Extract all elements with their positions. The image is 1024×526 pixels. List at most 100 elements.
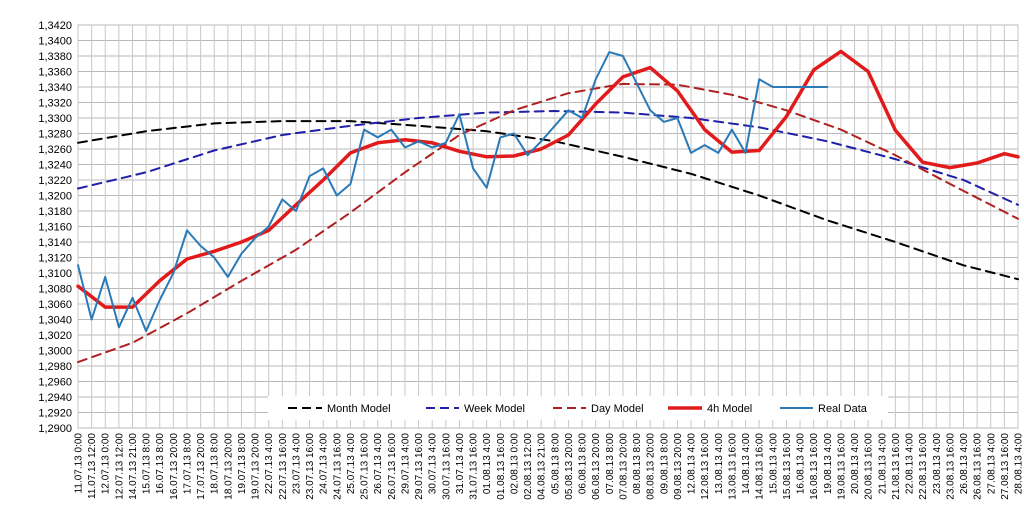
- legend-label-day-model: Day Model: [591, 403, 644, 415]
- x-tick-label: 16.08.13 4:00: [796, 433, 807, 495]
- x-tick-label: 18.07.13 20:00: [223, 433, 234, 500]
- y-tick-label: 1,3200: [38, 191, 72, 203]
- y-tick-label: 1,2900: [38, 423, 72, 435]
- x-tick-label: 04.08.13 21:00: [537, 433, 548, 500]
- x-tick-label: 01.08.13 4:00: [482, 433, 493, 495]
- x-tick-label: 26.08.13 16:00: [973, 433, 984, 500]
- y-tick-label: 1,2960: [38, 377, 72, 389]
- x-tick-label: 08.08.13 20:00: [646, 433, 657, 500]
- x-tick-label: 16.07.13 8:00: [155, 433, 166, 495]
- x-tick-label: 19.07.13 8:00: [237, 433, 248, 495]
- x-tick-label: 23.08.13 16:00: [945, 433, 956, 500]
- x-tick-label: 22.07.13 4:00: [264, 433, 275, 495]
- series-line-real-data: [77, 51, 829, 333]
- x-tick-label: 12.07.13 12:00: [114, 433, 125, 500]
- x-tick-label: 19.07.13 20:00: [251, 433, 262, 500]
- x-tick-label: 06.08.13 8:00: [578, 433, 589, 495]
- y-tick-label: 1,3280: [38, 129, 72, 141]
- x-tick-label: 23.08.13 4:00: [932, 433, 943, 495]
- grid: [77, 24, 1019, 429]
- x-tick-label: 23.07.13 4:00: [291, 433, 302, 495]
- legend-label-week-model: Week Model: [464, 403, 525, 415]
- y-tick-label: 1,2920: [38, 408, 72, 420]
- x-tick-label: 15.08.13 4:00: [768, 433, 779, 495]
- x-tick-label: 07.08.13 8:00: [605, 433, 616, 495]
- x-tick-label: 15.08.13 16:00: [782, 433, 793, 500]
- legend-item-real-data: Real Data: [780, 403, 868, 415]
- x-tick-label: 22.08.13 16:00: [918, 433, 929, 500]
- x-tick-label: 06.08.13 20:00: [591, 433, 602, 500]
- y-tick-label: 1,3160: [38, 222, 72, 234]
- legend-item-month-model: Month Model: [288, 403, 391, 415]
- y-tick-label: 1,3080: [38, 284, 72, 296]
- x-tick-label: 29.07.13 4:00: [400, 433, 411, 495]
- x-tick-label: 29.07.13 16:00: [414, 433, 425, 500]
- legend-label-month-model: Month Model: [327, 403, 391, 415]
- x-tick-label: 26.07.13 16:00: [387, 433, 398, 500]
- x-tick-label: 18.07.13 8:00: [210, 433, 221, 495]
- x-tick-label: 02.08.13 12:00: [523, 433, 534, 500]
- y-tick-label: 1,3180: [38, 206, 72, 218]
- x-tick-label: 27.08.13 16:00: [1000, 433, 1011, 500]
- x-tick-label: 23.07.13 16:00: [305, 433, 316, 500]
- x-tick-label: 08.08.13 8:00: [632, 433, 643, 495]
- x-tick-label: 11.07.13 12:00: [87, 433, 98, 499]
- x-tick-label: 09.08.13 20:00: [673, 433, 684, 500]
- y-tick-label: 1,3340: [38, 82, 72, 94]
- y-tick-label: 1,3420: [38, 20, 72, 32]
- y-tick-label: 1,3040: [38, 315, 72, 327]
- x-tick-label: 24.07.13 16:00: [332, 433, 343, 500]
- legend-label-4h-model: 4h Model: [707, 403, 752, 415]
- x-tick-label: 31.07.13 16:00: [469, 433, 480, 500]
- x-tick-label: 17.07.13 8:00: [182, 433, 193, 495]
- x-tick-label: 24.07.13 4:00: [319, 433, 330, 495]
- x-axis: 11.07.13 0:00 11.07.13 12:00 12.07.13 0:00…: [74, 433, 1024, 500]
- y-tick-label: 1,3140: [38, 237, 72, 249]
- y-tick-label: 1,2940: [38, 392, 72, 404]
- x-tick-label: 12.08.13 4:00: [687, 433, 698, 495]
- y-tick-label: 1,3000: [38, 346, 72, 358]
- y-tick-label: 1,3400: [38, 36, 72, 48]
- x-tick-label: 07.08.13 20:00: [618, 433, 629, 500]
- x-tick-label: 27.08.13 4:00: [986, 433, 997, 495]
- series-layer: [76, 49, 1020, 364]
- x-tick-label: 26.07.13 4:00: [373, 433, 384, 495]
- y-tick-label: 1,3120: [38, 253, 72, 265]
- y-tick-label: 1,3020: [38, 330, 72, 342]
- x-tick-label: 22.07.13 16:00: [278, 433, 289, 500]
- legend-item-day-model: Day Model: [553, 403, 644, 415]
- series-line-4h-model: [76, 49, 1020, 309]
- x-tick-label: 25.07.13 4:00: [346, 433, 357, 495]
- x-tick-label: 11.07.13 0:00: [74, 433, 85, 494]
- x-tick-label: 16.07.13 20:00: [169, 433, 180, 500]
- y-tick-label: 1,3300: [38, 113, 72, 125]
- x-tick-label: 21.08.13 16:00: [891, 433, 902, 500]
- x-tick-label: 28.08.13 4:00: [1014, 433, 1024, 495]
- x-tick-label: 15.07.13 8:00: [142, 433, 153, 495]
- x-tick-label: 30.07.13 4:00: [428, 433, 439, 495]
- series-line-day-model: [77, 82, 1019, 364]
- x-tick-label: 19.08.13 4:00: [823, 433, 834, 495]
- x-tick-label: 20.08.13 4:00: [850, 433, 861, 495]
- x-tick-label: 12.08.13 16:00: [700, 433, 711, 500]
- x-tick-label: 05.08.13 20:00: [564, 433, 575, 500]
- x-tick-label: 20.08.13 16:00: [864, 433, 875, 500]
- x-tick-label: 13.08.13 16:00: [727, 433, 738, 500]
- x-tick-label: 31.07.13 4:00: [455, 433, 466, 495]
- x-tick-label: 09.08.13 8:00: [659, 433, 670, 495]
- x-tick-label: 14.08.13 16:00: [755, 433, 766, 500]
- legend-item-4h-model: 4h Model: [668, 403, 752, 415]
- legend-label-real-data: Real Data: [818, 403, 868, 415]
- series-line-week-model: [77, 110, 1019, 206]
- x-tick-label: 13.08.13 4:00: [714, 433, 725, 495]
- x-tick-label: 21.08.13 4:00: [877, 433, 888, 495]
- x-tick-label: 12.07.13 0:00: [101, 433, 112, 495]
- x-tick-label: 26.08.13 4:00: [959, 433, 970, 495]
- x-tick-label: 22.08.13 4:00: [905, 433, 916, 495]
- x-tick-label: 16.08.13 16:00: [809, 433, 820, 500]
- y-tick-label: 1,3240: [38, 160, 72, 172]
- x-tick-label: 01.08.13 16:00: [496, 433, 507, 500]
- x-tick-label: 14.08.13 4:00: [741, 433, 752, 495]
